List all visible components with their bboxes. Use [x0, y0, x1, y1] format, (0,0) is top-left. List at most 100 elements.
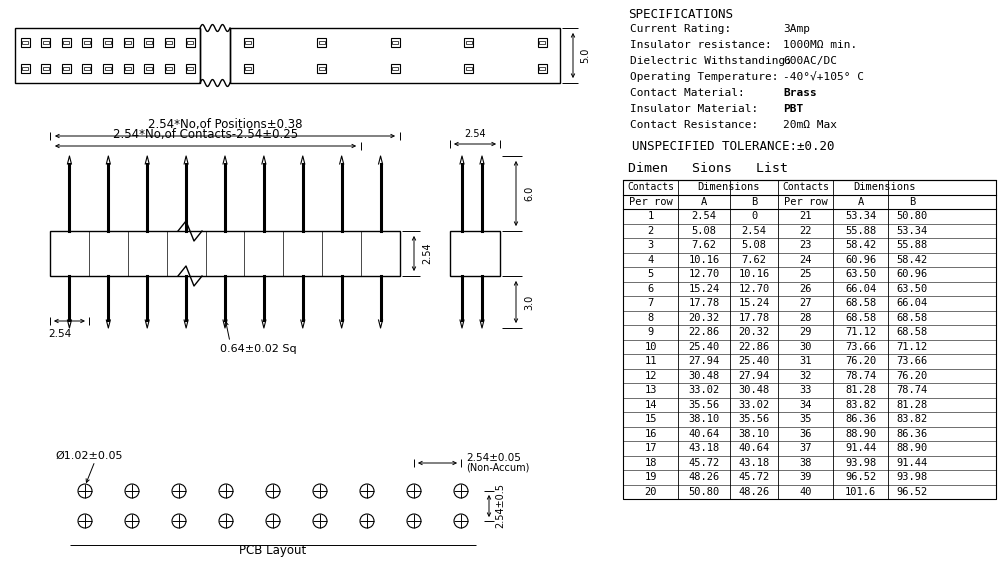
- Text: 66.04: 66.04: [896, 298, 928, 308]
- Text: 35: 35: [799, 414, 812, 424]
- Text: 2.54: 2.54: [692, 211, 716, 222]
- Bar: [124, 38, 133, 47]
- Text: 12.70: 12.70: [738, 284, 770, 294]
- Text: 12: 12: [644, 371, 657, 381]
- Text: 91.44: 91.44: [896, 458, 928, 468]
- Text: 33: 33: [799, 385, 812, 395]
- Text: 2.54±0.05: 2.54±0.05: [466, 453, 521, 463]
- Text: Ø1.02±0.05: Ø1.02±0.05: [55, 451, 122, 461]
- Text: Dimensions: Dimensions: [853, 182, 916, 192]
- Text: 1: 1: [647, 211, 654, 222]
- Bar: [125, 41, 131, 44]
- Text: 23: 23: [799, 240, 812, 250]
- Text: 0: 0: [751, 211, 757, 222]
- Bar: [450, 231, 500, 276]
- Bar: [20, 64, 30, 73]
- Bar: [244, 64, 252, 73]
- Text: 7.62: 7.62: [692, 240, 716, 250]
- Text: 33.02: 33.02: [688, 385, 720, 395]
- Text: 43.18: 43.18: [688, 443, 720, 453]
- Text: Contact Material:: Contact Material:: [630, 88, 745, 98]
- Text: 8: 8: [647, 313, 654, 323]
- Text: 86.36: 86.36: [896, 429, 928, 439]
- Bar: [539, 67, 545, 70]
- Text: 37: 37: [799, 443, 812, 453]
- Text: 78.74: 78.74: [896, 385, 928, 395]
- Bar: [186, 64, 194, 73]
- Text: 78.74: 78.74: [845, 371, 876, 381]
- Text: 68.58: 68.58: [896, 327, 928, 338]
- Text: Dielectric Withstanding:: Dielectric Withstanding:: [630, 56, 792, 66]
- Bar: [103, 64, 112, 73]
- Bar: [166, 67, 172, 70]
- Text: 20: 20: [644, 487, 657, 497]
- Bar: [103, 38, 112, 47]
- Bar: [63, 41, 69, 44]
- Text: 30.48: 30.48: [688, 371, 720, 381]
- Bar: [390, 64, 400, 73]
- Text: 22.86: 22.86: [688, 327, 720, 338]
- Text: 5.0: 5.0: [580, 48, 590, 63]
- Bar: [43, 41, 49, 44]
- Text: 60.96: 60.96: [896, 269, 928, 280]
- Text: B: B: [751, 197, 757, 207]
- Bar: [623, 180, 996, 499]
- Text: 73.66: 73.66: [845, 342, 876, 352]
- Text: 36: 36: [799, 429, 812, 439]
- Text: 88.90: 88.90: [896, 443, 928, 453]
- Text: 15: 15: [644, 414, 657, 424]
- Text: 27.94: 27.94: [688, 356, 720, 366]
- Text: Insulator Material:: Insulator Material:: [630, 104, 758, 114]
- Text: 2.54±0.5: 2.54±0.5: [495, 483, 505, 529]
- Text: 40: 40: [799, 487, 812, 497]
- Bar: [146, 41, 152, 44]
- Text: 22: 22: [799, 226, 812, 236]
- Text: 63.50: 63.50: [896, 284, 928, 294]
- Bar: [392, 41, 398, 44]
- Text: 38: 38: [799, 458, 812, 468]
- Text: 96.52: 96.52: [896, 487, 928, 497]
- Text: 83.82: 83.82: [845, 400, 876, 410]
- Text: 4: 4: [647, 255, 654, 265]
- Text: Dimen   Sions   List: Dimen Sions List: [628, 162, 788, 175]
- Text: 25: 25: [799, 269, 812, 280]
- Text: 15.24: 15.24: [688, 284, 720, 294]
- Bar: [43, 67, 49, 70]
- Text: 50.80: 50.80: [688, 487, 720, 497]
- Text: 17.78: 17.78: [738, 313, 770, 323]
- Bar: [538, 64, 546, 73]
- Bar: [392, 67, 398, 70]
- Text: 35.56: 35.56: [688, 400, 720, 410]
- Text: 20.32: 20.32: [688, 313, 720, 323]
- Text: 71.12: 71.12: [896, 342, 928, 352]
- Text: 27.94: 27.94: [738, 371, 770, 381]
- Bar: [318, 41, 324, 44]
- Bar: [317, 38, 326, 47]
- Bar: [539, 41, 545, 44]
- Text: 91.44: 91.44: [845, 443, 876, 453]
- Text: 18: 18: [644, 458, 657, 468]
- Text: Per row: Per row: [629, 197, 672, 207]
- Bar: [104, 67, 110, 70]
- Bar: [464, 38, 473, 47]
- Text: 43.18: 43.18: [738, 458, 770, 468]
- Bar: [15, 28, 200, 83]
- Text: 25.40: 25.40: [688, 342, 720, 352]
- Text: 76.20: 76.20: [845, 356, 876, 366]
- Text: 2.54*No,of Contacts-2.54±0.25: 2.54*No,of Contacts-2.54±0.25: [113, 128, 298, 141]
- Text: 0.64±0.02 Sq: 0.64±0.02 Sq: [220, 344, 297, 354]
- Text: 2.54: 2.54: [464, 129, 486, 139]
- Bar: [62, 64, 71, 73]
- Text: 76.20: 76.20: [896, 371, 928, 381]
- Bar: [186, 38, 194, 47]
- Bar: [230, 28, 560, 83]
- Text: 48.26: 48.26: [688, 472, 720, 482]
- Text: 58.42: 58.42: [896, 255, 928, 265]
- Text: UNSPECIFIED TOLERANCE:±0.20: UNSPECIFIED TOLERANCE:±0.20: [632, 140, 834, 153]
- Text: B: B: [909, 197, 915, 207]
- Bar: [318, 67, 324, 70]
- Text: 68.58: 68.58: [845, 313, 876, 323]
- Bar: [41, 64, 50, 73]
- Text: 9: 9: [647, 327, 654, 338]
- Bar: [466, 41, 472, 44]
